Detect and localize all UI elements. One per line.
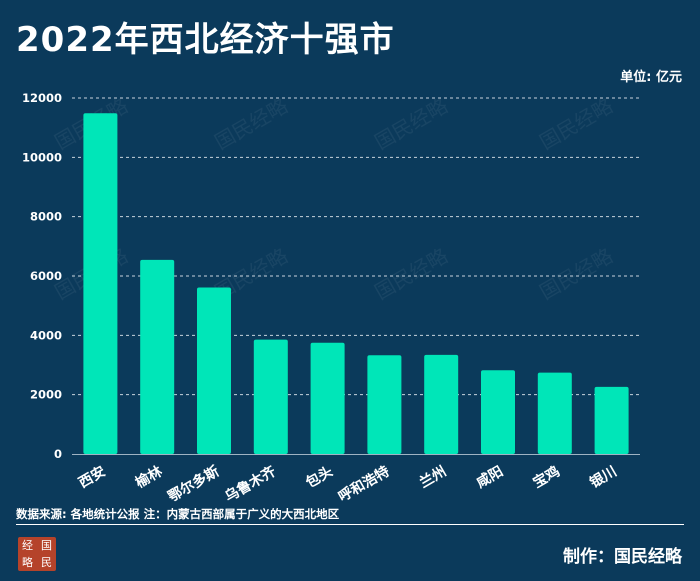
bar (367, 355, 402, 454)
x-tick-label: 鄂尔多斯 (165, 463, 222, 506)
watermark-text: 国民经略 (211, 94, 292, 155)
y-axis-ticks: 0 2000 4000 6000 8000 10000 12000 (22, 91, 62, 461)
watermark-layer: 国民经略国民经略国民经略国民经略国民经略国民经略国民经略国民经略 (51, 94, 617, 305)
bar (594, 386, 629, 454)
x-tick-label: 榆林 (132, 463, 165, 492)
y-tick-label: 2000 (30, 388, 62, 402)
brand-logo: 经 国 略 民 (18, 537, 56, 571)
bar (424, 354, 459, 454)
watermark-text: 国民经略 (536, 94, 617, 155)
y-tick-label: 12000 (22, 91, 62, 105)
x-tick-label: 银川 (587, 463, 620, 492)
bar (83, 113, 118, 455)
y-tick-label: 0 (54, 447, 62, 461)
watermark-text: 国民经略 (536, 244, 617, 305)
logo-char: 国 (41, 539, 52, 552)
x-tick-label: 西安 (76, 463, 109, 492)
x-axis-labels: 西安 榆林 鄂尔多斯 乌鲁木齐 包头 呼和浩特 兰州 咸阳 宝鸡 银川 (76, 462, 620, 505)
x-tick-label: 包头 (303, 463, 336, 492)
watermark-text: 国民经略 (371, 244, 452, 305)
chart-title: 2022年西北经济十强市 (16, 20, 395, 60)
logo-char: 民 (41, 556, 52, 569)
unit-label: 单位: 亿元 (620, 70, 682, 85)
y-tick-label: 6000 (30, 269, 62, 283)
bar (310, 342, 345, 454)
logo-char: 经 (22, 539, 33, 552)
source-note: 数据来源: 各地统计公报 注：内蒙古西部属于广义的大西北地区 (16, 507, 340, 521)
grid-layer (72, 97, 640, 455)
bar (140, 259, 175, 454)
footer-divider (16, 524, 684, 525)
y-tick-label: 8000 (30, 210, 62, 224)
bar (537, 372, 572, 454)
x-tick-label: 乌鲁木齐 (222, 462, 280, 505)
x-tick-label: 兰州 (416, 463, 449, 492)
bar (253, 339, 288, 454)
bars-layer (83, 113, 629, 455)
bar (197, 287, 231, 454)
x-tick-label: 宝鸡 (530, 463, 563, 492)
x-tick-label: 咸阳 (473, 463, 506, 492)
y-tick-label: 10000 (22, 150, 62, 164)
y-tick-label: 4000 (30, 328, 62, 342)
watermark-text: 国民经略 (371, 94, 452, 155)
x-tick-label: 呼和浩特 (335, 463, 392, 506)
credit-text: 制作：国民经略 (563, 547, 682, 567)
logo-char: 略 (22, 556, 33, 569)
bar (481, 370, 515, 454)
